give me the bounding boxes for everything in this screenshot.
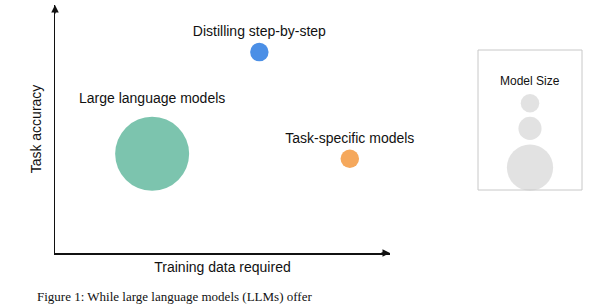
svg-text:Training data required: Training data required xyxy=(154,259,290,275)
svg-text:Model Size: Model Size xyxy=(500,74,560,88)
svg-text:Large language models: Large language models xyxy=(79,90,225,106)
svg-text:Task-specific models: Task-specific models xyxy=(285,130,414,146)
svg-text:Figure 1: While large language: Figure 1: While large language models (L… xyxy=(37,289,312,304)
svg-text:Distilling step-by-step: Distilling step-by-step xyxy=(193,23,326,39)
svg-text:Task accuracy: Task accuracy xyxy=(28,85,44,174)
